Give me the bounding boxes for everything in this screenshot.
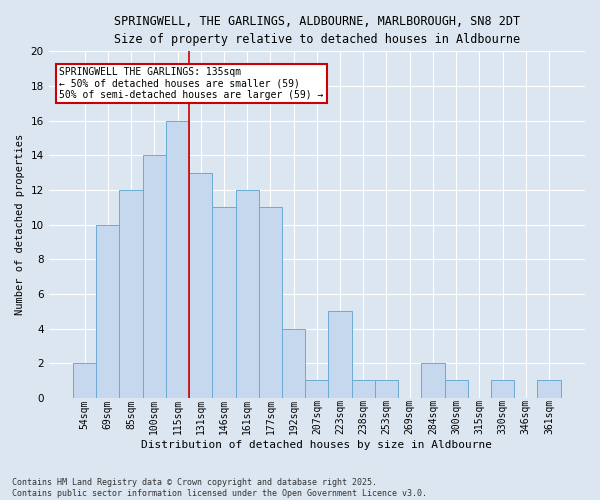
Bar xyxy=(538,380,560,398)
Bar xyxy=(236,190,259,398)
Bar xyxy=(189,172,212,398)
Bar xyxy=(491,380,514,398)
Bar xyxy=(119,190,143,398)
Bar xyxy=(421,363,445,398)
Bar xyxy=(212,207,236,398)
Bar xyxy=(305,380,328,398)
Text: Contains HM Land Registry data © Crown copyright and database right 2025.
Contai: Contains HM Land Registry data © Crown c… xyxy=(12,478,427,498)
Bar xyxy=(352,380,375,398)
X-axis label: Distribution of detached houses by size in Aldbourne: Distribution of detached houses by size … xyxy=(142,440,493,450)
Title: SPRINGWELL, THE GARLINGS, ALDBOURNE, MARLBOROUGH, SN8 2DT
Size of property relat: SPRINGWELL, THE GARLINGS, ALDBOURNE, MAR… xyxy=(114,15,520,46)
Bar xyxy=(282,328,305,398)
Y-axis label: Number of detached properties: Number of detached properties xyxy=(15,134,25,315)
Text: SPRINGWELL THE GARLINGS: 135sqm
← 50% of detached houses are smaller (59)
50% of: SPRINGWELL THE GARLINGS: 135sqm ← 50% of… xyxy=(59,67,324,100)
Bar xyxy=(375,380,398,398)
Bar xyxy=(96,224,119,398)
Bar xyxy=(328,311,352,398)
Bar xyxy=(445,380,468,398)
Bar xyxy=(143,156,166,398)
Bar xyxy=(259,207,282,398)
Bar xyxy=(73,363,96,398)
Bar xyxy=(166,120,189,398)
